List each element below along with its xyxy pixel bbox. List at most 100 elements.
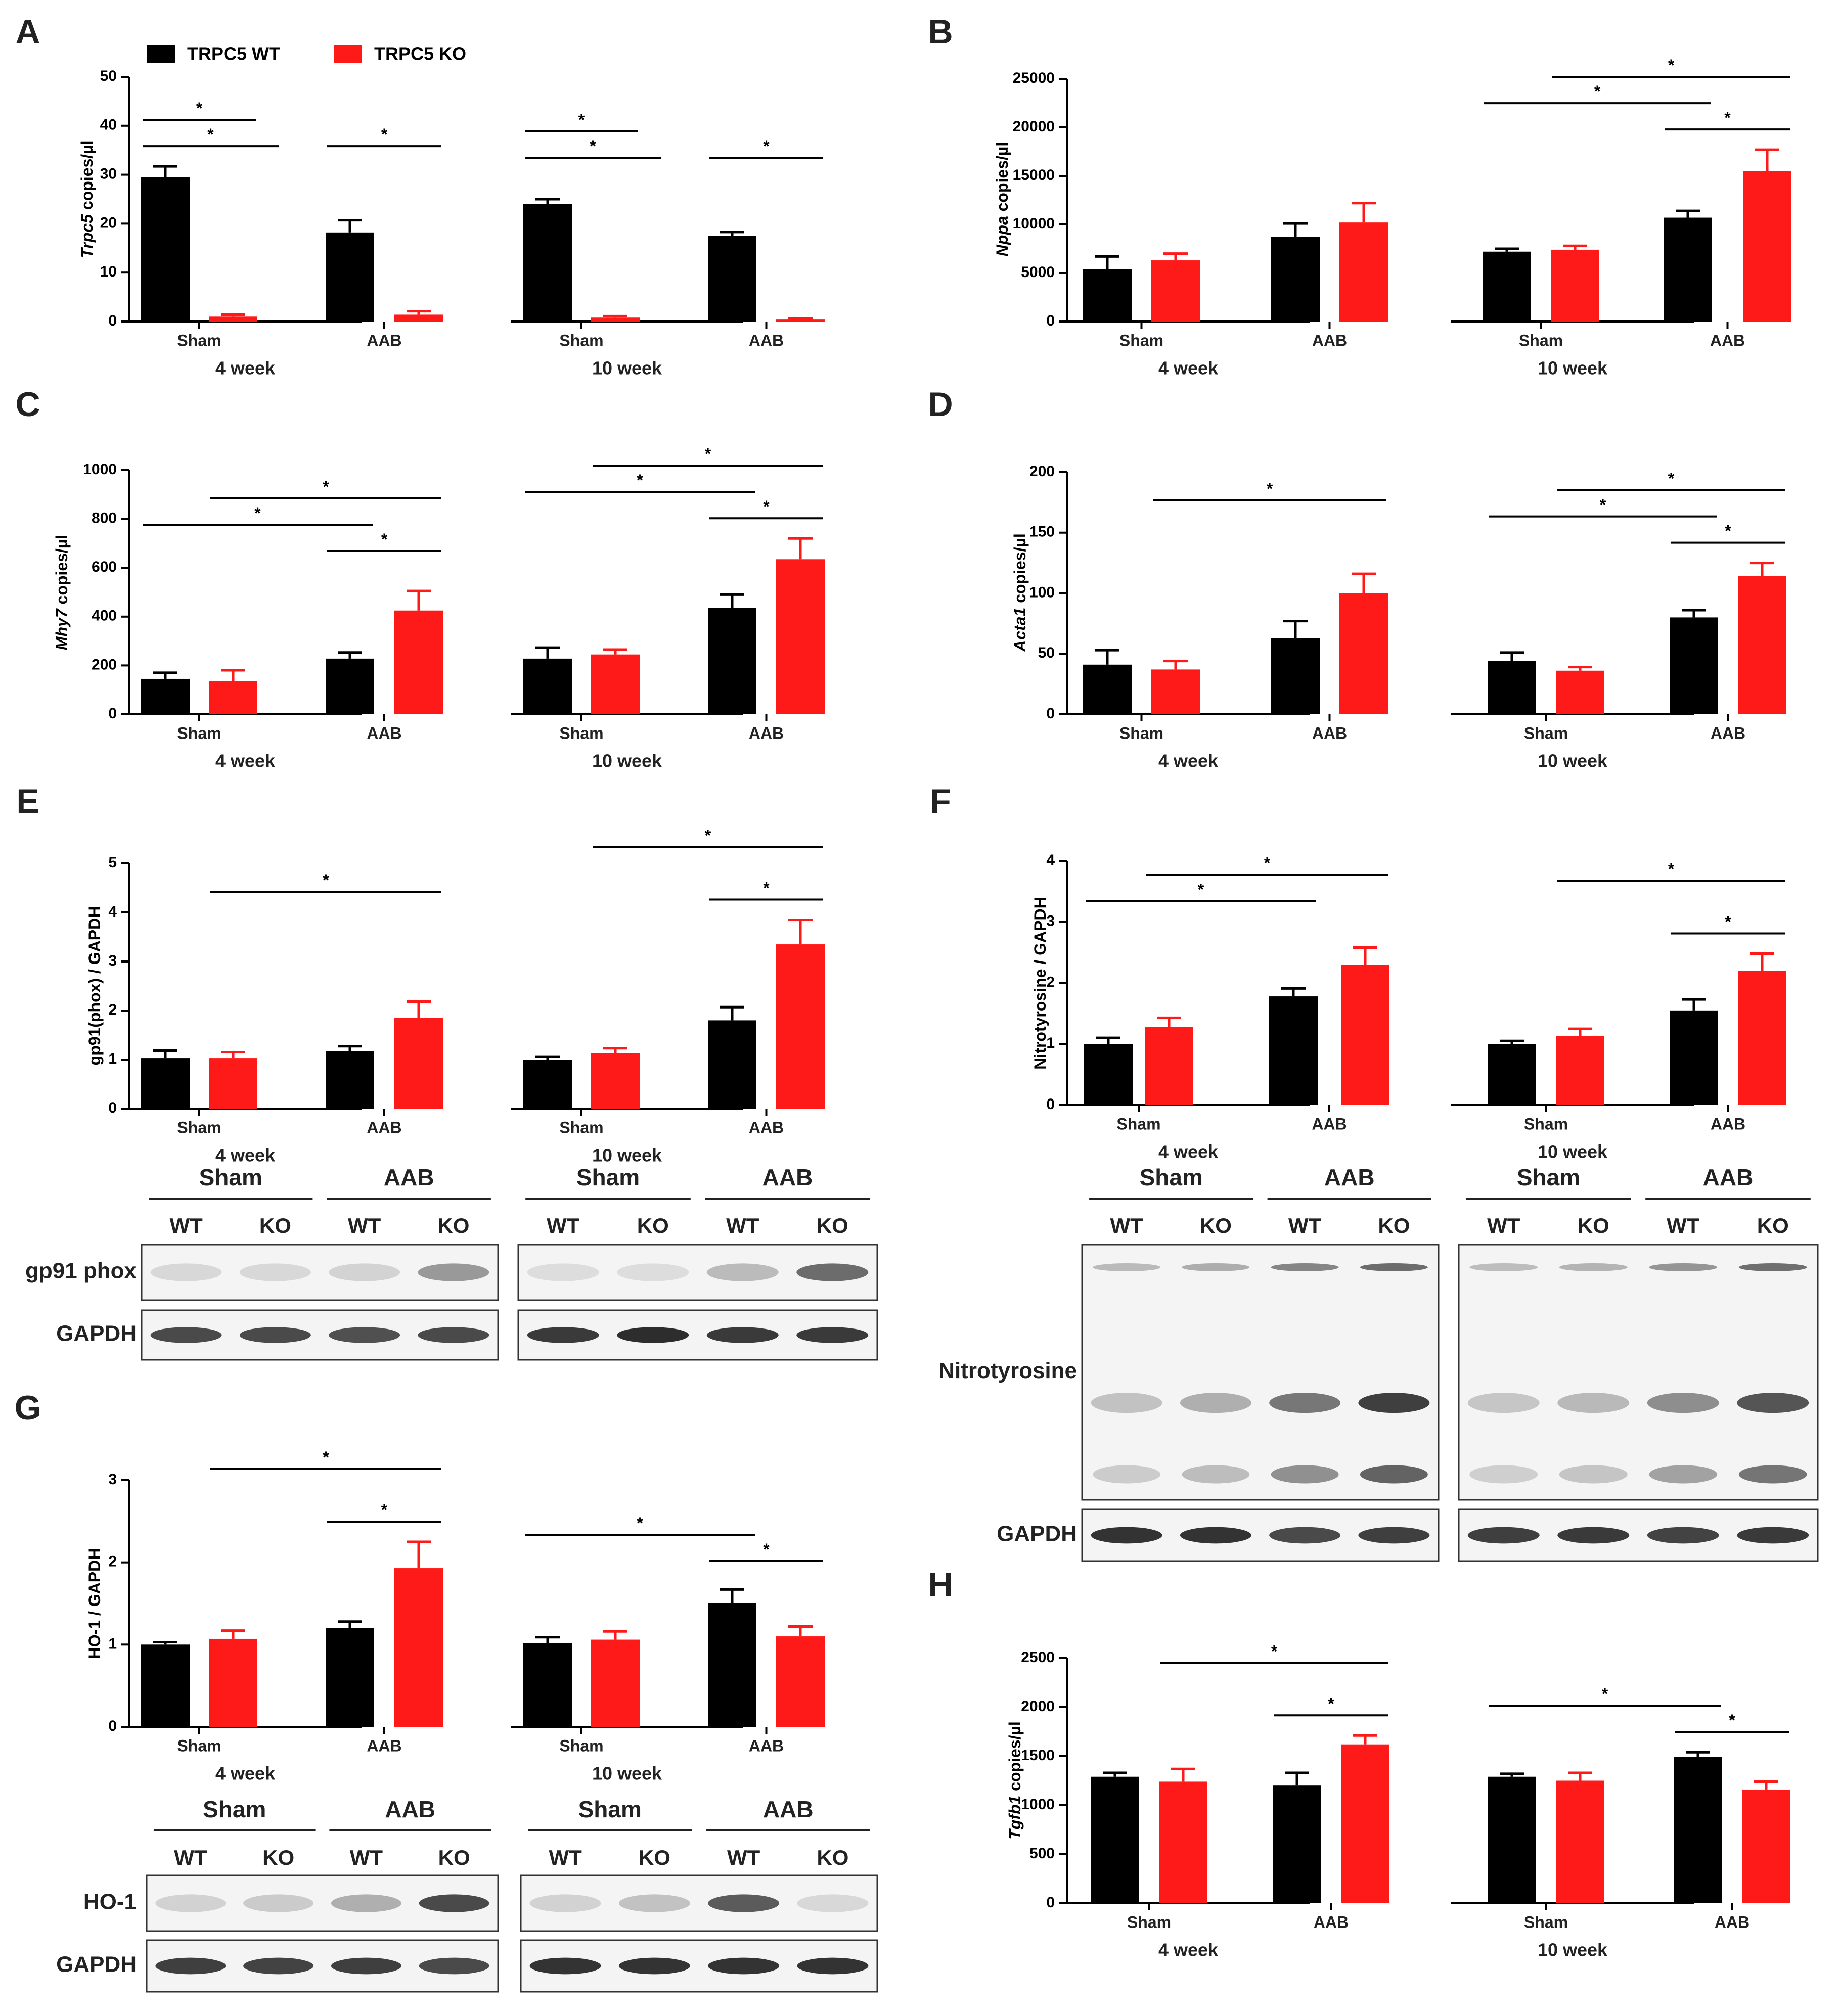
- y-tick-label: 1: [108, 1635, 117, 1652]
- x-category-label: AAB: [367, 1118, 401, 1136]
- blot-genotype-label: KO: [639, 1846, 670, 1869]
- blot-band: [1467, 1393, 1540, 1413]
- y-tick-label: 0: [108, 312, 117, 329]
- significance-star: *: [1198, 880, 1204, 898]
- significance-star: *: [254, 504, 261, 522]
- blot-band: [1647, 1527, 1719, 1544]
- blot-genotype-label: WT: [547, 1214, 580, 1238]
- bar-wt-sham: [141, 177, 190, 322]
- blot-band: [155, 1894, 226, 1912]
- period-label: 4 week: [1158, 358, 1219, 379]
- blot-band: [708, 1957, 780, 1975]
- significance-star: *: [323, 478, 329, 496]
- significance-star: *: [323, 1448, 329, 1467]
- y-axis-label-gene: Nppa: [993, 216, 1011, 256]
- period-label: 10 week: [592, 358, 662, 379]
- y-tick-label: 200: [1029, 463, 1055, 480]
- y-axis-label-unit: copies/µl: [1011, 533, 1029, 607]
- blot-condition-label: AAB: [763, 1796, 814, 1822]
- blot-band: [796, 1263, 869, 1281]
- blot-band: [1469, 1263, 1538, 1271]
- bar-ko-aab: [776, 319, 825, 322]
- y-tick-label: 0: [1046, 1096, 1055, 1113]
- y-tick-label: 0: [1046, 705, 1055, 722]
- bar-wt-aab: [326, 232, 374, 322]
- y-axis-label: Trpc5 copies/µl: [78, 140, 96, 258]
- bar-wt-aab: [326, 1628, 374, 1727]
- y-axis-label-unit: copies/µl: [1006, 1721, 1024, 1795]
- bar-ko-sham: [1159, 1781, 1207, 1903]
- panel-h-letter: H: [928, 1566, 953, 1604]
- significance-star: *: [381, 1501, 388, 1519]
- bar-ko-sham: [1556, 670, 1604, 714]
- y-tick-label: 2: [1046, 974, 1055, 990]
- blot-band: [419, 1894, 489, 1912]
- y-axis-label-unit: gp91(phox) / GAPDH: [85, 906, 104, 1066]
- group-10-week: Sham AAB 10 week * * *: [1451, 56, 1791, 379]
- blot-band: [618, 1957, 690, 1975]
- bar-ko-sham: [1556, 1036, 1604, 1105]
- blot-condition-label: AAB: [1703, 1164, 1754, 1190]
- y-tick-label: 3: [108, 952, 117, 969]
- y-tick-label: 0: [1046, 1894, 1055, 1911]
- y-tick-label: 200: [92, 656, 117, 673]
- blot-band: [1182, 1465, 1250, 1484]
- panel-b-letter: B: [928, 13, 953, 51]
- y-tick-label: 1000: [83, 461, 117, 478]
- bar-wt-aab: [1271, 638, 1320, 714]
- group-10-week: Sham AAB 10 week * * *: [511, 445, 825, 771]
- blot-genotype-label: WT: [726, 1214, 759, 1238]
- bar-wt-sham: [523, 1060, 572, 1109]
- blot-genotype-label: WT: [1667, 1214, 1700, 1238]
- bar-ko-aab: [776, 944, 825, 1109]
- y-tick-label: 0: [108, 705, 117, 722]
- y-axis-label-unit: copies/µl: [78, 140, 96, 214]
- x-category-label: Sham: [1524, 1913, 1568, 1931]
- significance-star: *: [637, 1514, 643, 1532]
- x-category-label: AAB: [367, 724, 401, 742]
- significance-star: *: [1271, 1642, 1278, 1660]
- period-label: 10 week: [1538, 1940, 1608, 1960]
- blot-band: [150, 1327, 222, 1343]
- y-tick-label: 0: [108, 1718, 117, 1734]
- y-axis-label: gp91(phox) / GAPDH: [85, 906, 104, 1066]
- bar-wt-sham: [1083, 664, 1132, 714]
- blot-band: [1271, 1465, 1339, 1484]
- blot-band: [243, 1894, 314, 1912]
- bar-wt-aab: [326, 1051, 374, 1109]
- x-category-label: AAB: [1711, 724, 1745, 742]
- significance-star: *: [1267, 480, 1273, 498]
- x-category-label: Sham: [1127, 1913, 1171, 1931]
- bar-wt-sham: [141, 1644, 190, 1727]
- period-label: 4 week: [215, 751, 276, 771]
- bar-wt-aab: [1664, 217, 1712, 322]
- significance-star: *: [1594, 82, 1601, 101]
- y-tick-label: 25000: [1013, 70, 1055, 86]
- blot-band: [708, 1894, 780, 1912]
- bar-ko-aab: [776, 559, 825, 714]
- y-tick-label: 0: [108, 1099, 117, 1116]
- bar-ko-sham: [209, 316, 257, 322]
- y-tick-label: 3: [108, 1471, 117, 1488]
- bar-wt-aab: [326, 658, 374, 714]
- group-4-week: Sham AAB 4 week *: [129, 871, 443, 1166]
- blot-band: [331, 1894, 401, 1912]
- x-category-label: Sham: [177, 1118, 221, 1136]
- y-axis-label: Mhy7 copies/µl: [53, 535, 71, 650]
- significance-star: *: [1725, 913, 1731, 931]
- blot-membrane: [520, 1874, 878, 1932]
- y-tick-label: 150: [1029, 524, 1055, 540]
- significance-star: *: [381, 125, 388, 144]
- blot-genotype-label: KO: [1378, 1214, 1410, 1238]
- blot-condition-label: Sham: [578, 1796, 642, 1822]
- blot-band: [1269, 1527, 1341, 1544]
- blot-genotype-label: KO: [259, 1214, 291, 1238]
- blot-membrane: [141, 1244, 499, 1301]
- x-category-label: Sham: [177, 1736, 221, 1755]
- blot-band: [1180, 1393, 1251, 1413]
- y-tick-label: 2: [108, 1553, 117, 1570]
- bar-ko-aab: [1738, 971, 1786, 1105]
- x-category-label: AAB: [367, 331, 401, 349]
